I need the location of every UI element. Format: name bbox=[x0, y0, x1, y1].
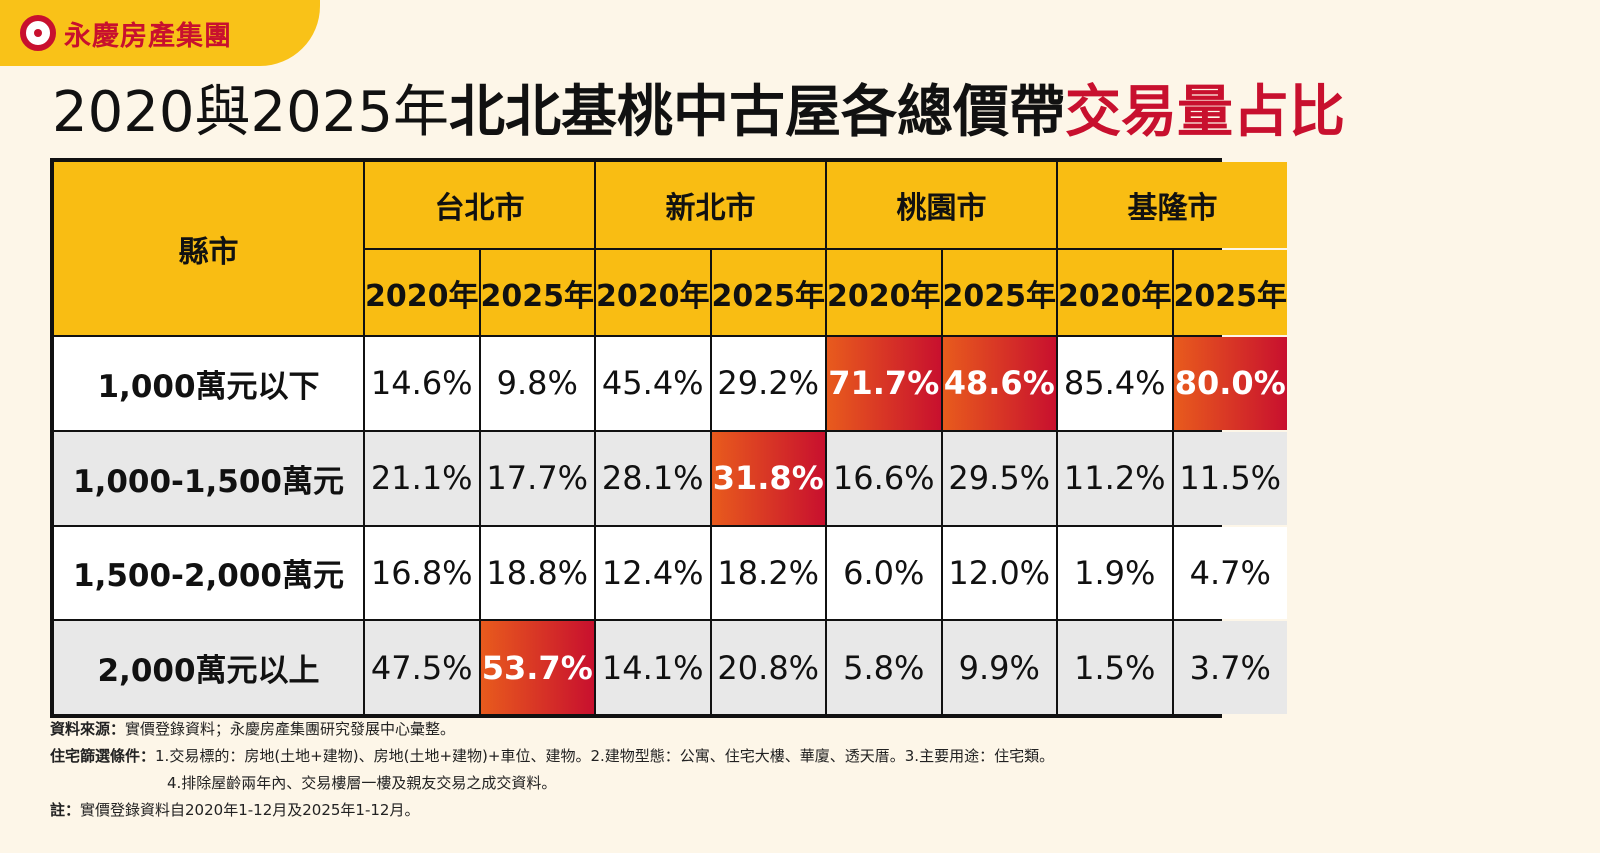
table-cell-highlighted: 31.8% bbox=[711, 431, 825, 525]
table-cell: 4.7% bbox=[1173, 526, 1287, 620]
brand-name: 永慶房產集團 bbox=[64, 20, 232, 52]
table-cell: 1.9% bbox=[1058, 526, 1172, 620]
year-header: 2020年 bbox=[596, 250, 710, 335]
table-cell: 16.6% bbox=[827, 431, 941, 525]
footnotes: 資料來源：實價登錄資料；永慶房產集團研究發展中心彙整。 住宅篩選條件：1.交易標… bbox=[50, 716, 1054, 824]
city-header-taoyuan: 桃園市 bbox=[827, 162, 1056, 248]
title-subject: 北北基桃中古屋各總價帶 bbox=[449, 80, 1066, 145]
remark-note: 註：實價登錄資料自2020年1-12月及2025年1-12月。 bbox=[50, 797, 1054, 824]
table-cell: 9.8% bbox=[480, 337, 594, 430]
source-text: 實價登錄資料；永慶房產集團研究發展中心彙整。 bbox=[125, 720, 456, 738]
table-cell: 12.0% bbox=[942, 526, 1056, 620]
title-highlight: 交易量占比 bbox=[1065, 80, 1346, 145]
table-cell: 3.7% bbox=[1173, 621, 1287, 714]
year-header: 2020年 bbox=[365, 250, 479, 335]
table-cell: 5.8% bbox=[827, 621, 941, 714]
table-cell-highlighted: 80.0% bbox=[1173, 337, 1287, 430]
table-cell-highlighted: 48.6% bbox=[942, 337, 1056, 430]
county-header: 縣市 bbox=[54, 162, 363, 335]
city-header-new-taipei: 新北市 bbox=[596, 162, 825, 248]
table-cell: 6.0% bbox=[827, 526, 941, 620]
year-header: 2025年 bbox=[480, 250, 594, 335]
table-cell: 21.1% bbox=[365, 431, 479, 525]
table-cell: 12.4% bbox=[596, 526, 710, 620]
city-header-keelung: 基隆市 bbox=[1058, 162, 1287, 248]
filter-text-line1: 1.交易標的：房地(土地+建物)、房地(土地+建物)+車位、建物。2.建物型態：… bbox=[155, 747, 1055, 765]
table-cell-highlighted: 53.7% bbox=[480, 621, 594, 714]
remark-text: 實價登錄資料自2020年1-12月及2025年1-12月。 bbox=[80, 801, 420, 819]
table-cell: 18.2% bbox=[711, 526, 825, 620]
year-header: 2025年 bbox=[711, 250, 825, 335]
table-cell: 11.2% bbox=[1058, 431, 1172, 525]
table-cell: 20.8% bbox=[711, 621, 825, 714]
table-cell: 14.1% bbox=[596, 621, 710, 714]
filter-note: 住宅篩選條件：1.交易標的：房地(土地+建物)、房地(土地+建物)+車位、建物。… bbox=[50, 743, 1054, 770]
table-cell: 29.2% bbox=[711, 337, 825, 430]
year-header: 2025年 bbox=[942, 250, 1056, 335]
filter-label: 住宅篩選條件： bbox=[50, 747, 156, 765]
transaction-share-table: 縣市 台北市 新北市 桃園市 基隆市 2020年 2025年 2020年 202… bbox=[50, 158, 1287, 718]
remark-label: 註： bbox=[50, 801, 81, 819]
price-band-label: 1,000萬元以下 bbox=[54, 337, 363, 430]
brand-logo-icon bbox=[20, 15, 56, 51]
table-cell: 9.9% bbox=[942, 621, 1056, 714]
table-cell: 14.6% bbox=[365, 337, 479, 430]
table-cell-highlighted: 71.7% bbox=[827, 337, 941, 430]
table-cell: 47.5% bbox=[365, 621, 479, 714]
table-cell: 17.7% bbox=[480, 431, 594, 525]
source-note: 資料來源：實價登錄資料；永慶房產集團研究發展中心彙整。 bbox=[50, 716, 1054, 743]
year-header: 2025年 bbox=[1173, 250, 1287, 335]
table-cell: 85.4% bbox=[1058, 337, 1172, 430]
title-years: 2020與2025年 bbox=[52, 80, 450, 145]
table-cell: 1.5% bbox=[1058, 621, 1172, 714]
city-header-taipei: 台北市 bbox=[365, 162, 594, 248]
table-cell: 29.5% bbox=[942, 431, 1056, 525]
table-cell: 16.8% bbox=[365, 526, 479, 620]
filter-text-line2: 4.排除屋齡兩年內、交易樓層一樓及親友交易之成交資料。 bbox=[167, 774, 557, 792]
year-header: 2020年 bbox=[827, 250, 941, 335]
table-cell: 11.5% bbox=[1173, 431, 1287, 525]
source-label: 資料來源： bbox=[50, 720, 126, 738]
price-band-label: 1,000-1,500萬元 bbox=[54, 431, 363, 525]
brand-banner: 永慶房產集團 bbox=[0, 0, 320, 66]
table-cell: 45.4% bbox=[596, 337, 710, 430]
table-cell: 28.1% bbox=[596, 431, 710, 525]
price-band-label: 1,500-2,000萬元 bbox=[54, 526, 363, 620]
year-header: 2020年 bbox=[1058, 250, 1172, 335]
table-cell: 18.8% bbox=[480, 526, 594, 620]
price-band-label: 2,000萬元以上 bbox=[54, 621, 363, 714]
page-title: 2020與2025年北北基桃中古屋各總價帶交易量占比 bbox=[52, 78, 1345, 148]
